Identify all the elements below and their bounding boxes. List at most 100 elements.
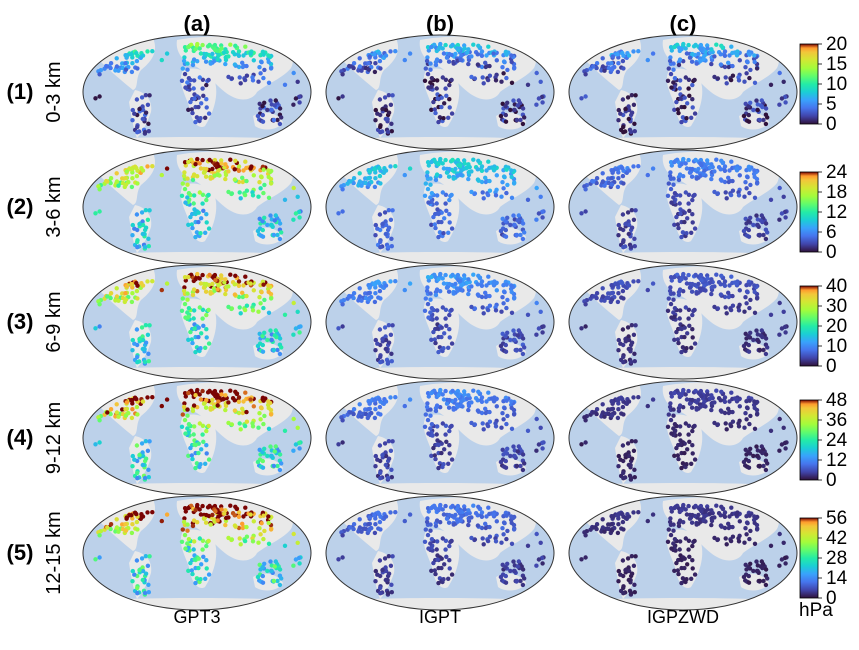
station-point bbox=[240, 179, 245, 185]
station-point bbox=[683, 75, 688, 80]
station-point bbox=[210, 166, 215, 172]
station-point bbox=[449, 341, 455, 346]
station-point bbox=[676, 177, 682, 183]
station-point bbox=[714, 157, 719, 162]
station-point bbox=[755, 453, 760, 459]
station-point bbox=[244, 303, 250, 308]
station-point bbox=[428, 528, 433, 533]
station-point bbox=[201, 55, 207, 60]
station-point bbox=[377, 173, 383, 179]
station-point bbox=[777, 416, 782, 422]
station-point bbox=[722, 510, 728, 515]
station-point bbox=[146, 351, 151, 356]
station-point bbox=[143, 208, 148, 213]
station-point bbox=[629, 340, 635, 345]
station-point bbox=[135, 181, 140, 186]
station-point bbox=[351, 526, 356, 532]
station-point bbox=[719, 504, 724, 509]
station-point bbox=[373, 568, 378, 574]
station-point bbox=[268, 98, 273, 103]
station-point bbox=[180, 181, 185, 186]
station-point bbox=[475, 52, 480, 57]
station-point bbox=[757, 578, 763, 584]
station-point bbox=[763, 106, 769, 111]
station-point bbox=[632, 351, 637, 356]
station-point bbox=[724, 542, 729, 547]
station-point bbox=[446, 115, 451, 120]
station-point bbox=[206, 226, 212, 231]
station-point bbox=[534, 70, 539, 76]
station-point bbox=[373, 118, 378, 123]
station-point bbox=[621, 124, 626, 130]
station-point bbox=[132, 457, 137, 462]
station-point bbox=[499, 79, 504, 84]
station-point bbox=[730, 188, 736, 193]
station-point bbox=[728, 423, 734, 429]
station-point bbox=[262, 297, 267, 303]
station-point bbox=[366, 407, 371, 412]
station-point bbox=[690, 212, 695, 217]
station-point bbox=[200, 432, 205, 437]
station-point bbox=[498, 228, 504, 234]
station-point bbox=[677, 432, 682, 437]
station-point bbox=[192, 557, 197, 562]
station-point bbox=[426, 546, 431, 551]
station-point bbox=[503, 465, 509, 470]
station-point bbox=[200, 42, 205, 48]
station-point bbox=[383, 231, 388, 237]
station-point bbox=[201, 401, 207, 406]
station-point bbox=[729, 274, 734, 279]
station-point bbox=[500, 101, 505, 106]
station-point bbox=[366, 522, 371, 527]
station-point bbox=[447, 335, 452, 340]
station-point bbox=[505, 561, 510, 566]
station-point bbox=[726, 521, 731, 526]
station-point bbox=[600, 525, 606, 530]
station-point bbox=[372, 299, 378, 305]
station-point bbox=[690, 281, 695, 287]
station-point bbox=[746, 227, 751, 233]
station-point bbox=[193, 508, 198, 513]
station-point bbox=[621, 354, 626, 360]
station-point bbox=[709, 508, 714, 513]
station-point bbox=[705, 276, 710, 281]
station-point bbox=[363, 61, 368, 66]
station-point bbox=[97, 187, 102, 192]
station-point bbox=[389, 121, 394, 126]
station-point bbox=[633, 323, 638, 328]
station-point bbox=[348, 525, 353, 530]
station-point bbox=[137, 336, 142, 342]
station-point bbox=[257, 331, 262, 336]
station-point bbox=[579, 96, 584, 101]
station-point bbox=[259, 290, 264, 295]
station-point bbox=[441, 281, 447, 286]
station-point bbox=[336, 326, 341, 331]
station-point bbox=[650, 166, 656, 171]
station-point bbox=[709, 61, 714, 67]
station-point bbox=[667, 173, 673, 179]
station-point bbox=[378, 66, 383, 71]
station-point bbox=[752, 174, 757, 180]
station-point bbox=[146, 236, 151, 241]
station-point bbox=[383, 568, 389, 574]
station-point bbox=[676, 292, 682, 298]
station-point bbox=[509, 80, 515, 85]
station-point bbox=[678, 96, 683, 101]
station-point bbox=[583, 209, 588, 214]
station-point bbox=[628, 359, 634, 365]
station-point bbox=[472, 76, 478, 81]
station-point bbox=[480, 536, 485, 541]
station-point bbox=[135, 527, 140, 532]
station-point bbox=[260, 450, 265, 455]
station-point bbox=[602, 183, 607, 188]
station-point bbox=[188, 329, 193, 335]
station-point bbox=[718, 408, 724, 413]
station-point bbox=[108, 180, 113, 186]
station-point bbox=[684, 116, 689, 121]
station-point bbox=[678, 539, 683, 544]
station-point bbox=[261, 305, 266, 311]
station-group-r1-gpt3 bbox=[93, 41, 303, 136]
station-point bbox=[377, 58, 383, 64]
station-point bbox=[449, 307, 454, 313]
station-point bbox=[625, 95, 631, 100]
